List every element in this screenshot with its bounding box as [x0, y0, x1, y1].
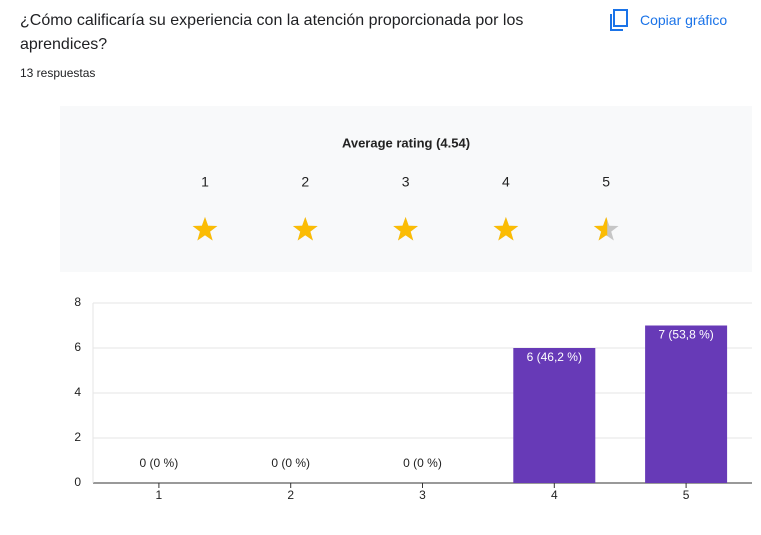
rating-label: Average rating (4.54): [342, 135, 470, 150]
rating-level: 3: [402, 174, 410, 190]
x-tick-label: 2: [287, 488, 294, 502]
x-tick-label: 4: [551, 488, 558, 502]
y-tick-label: 4: [74, 385, 81, 399]
x-tick-label: 5: [683, 488, 690, 502]
value-label: 0 (0 %): [403, 456, 442, 470]
rating-level: 5: [602, 174, 610, 190]
bar: [513, 348, 596, 483]
star-filled: [493, 217, 519, 241]
rating-panel: [60, 106, 752, 272]
x-tick-label: 1: [156, 488, 163, 502]
y-tick-label: 8: [74, 295, 81, 309]
response-count: 13 respuestas: [20, 66, 96, 80]
copy-label[interactable]: Copiar gráfico: [640, 12, 728, 28]
value-label: 6 (46,2 %): [527, 350, 582, 364]
rating-level: 4: [502, 174, 510, 190]
x-tick-label: 3: [419, 488, 426, 502]
bar: [645, 325, 728, 483]
copy-icon: [610, 9, 628, 31]
star-filled: [192, 217, 218, 241]
value-label: 0 (0 %): [271, 456, 310, 470]
value-label: 0 (0 %): [140, 456, 179, 470]
question-title: ¿Cómo calificaría su experiencia con la …: [20, 12, 524, 53]
star-filled: [393, 217, 418, 241]
star-filled: [593, 217, 608, 241]
y-tick-label: 6: [74, 340, 81, 354]
rating-level: 1: [201, 174, 209, 190]
rating-level: 2: [301, 174, 309, 190]
star-filled: [292, 217, 318, 241]
y-tick-label: 2: [74, 430, 81, 444]
y-tick-label: 0: [74, 475, 81, 489]
copy-button[interactable]: Copiar gráfico: [609, 9, 727, 31]
value-label: 7 (53,8 %): [658, 328, 713, 342]
